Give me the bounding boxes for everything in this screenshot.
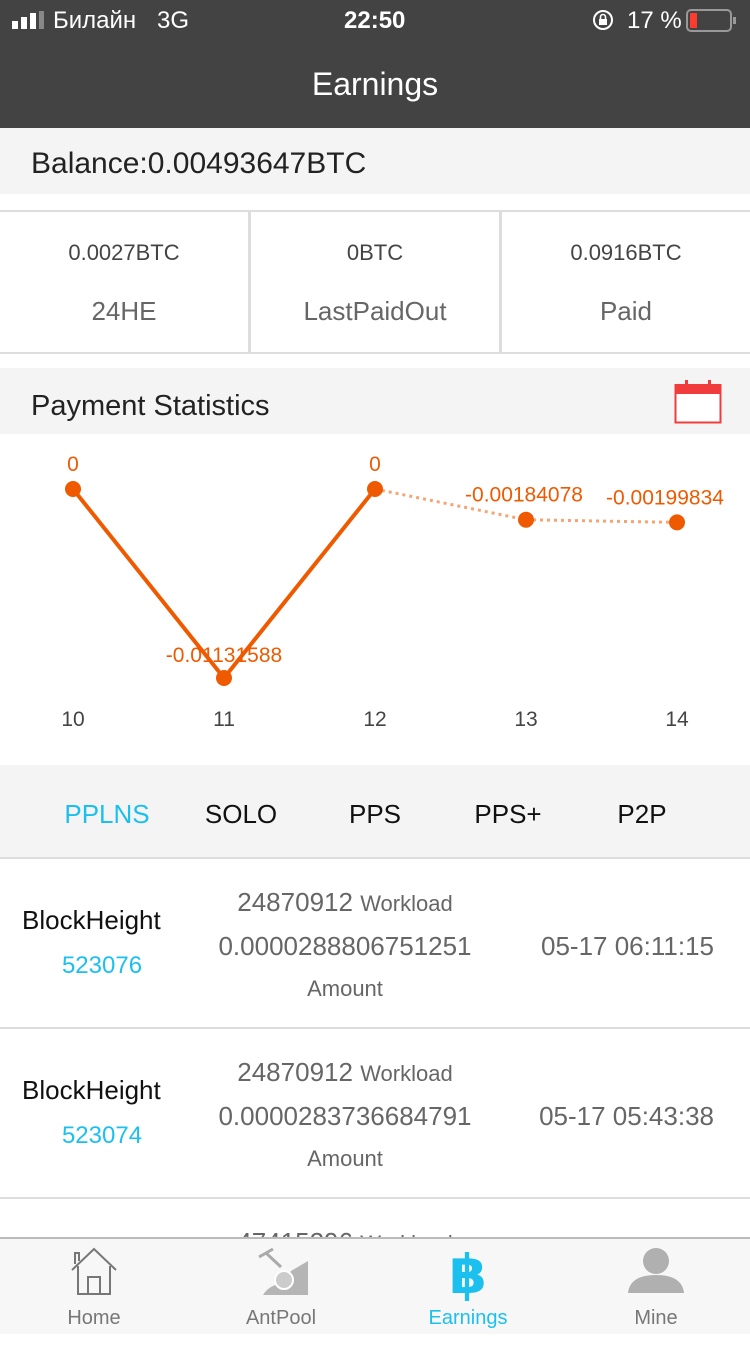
stat-value: 0BTC — [346, 240, 404, 265]
stat-label: Paid — [599, 296, 653, 326]
table-row[interactable]: BlockHeight 523076 24870912 Workload 0.0… — [0, 859, 750, 1029]
tabbar-earnings[interactable]: ฿ Earnings — [374, 1239, 562, 1336]
x-tick-label: 12 — [363, 708, 386, 731]
x-tick-label: 11 — [213, 708, 235, 731]
status-bar: Билайн 3G 22:50 17 % — [0, 0, 750, 40]
tabbar-label: Home — [67, 1307, 121, 1329]
tabbar-mine[interactable]: Mine — [562, 1239, 750, 1336]
data-point — [216, 670, 232, 686]
data-label: 0 — [67, 453, 79, 476]
page-title: Earnings — [0, 40, 750, 128]
stat-24he: 0.0027BTC 24HE — [0, 212, 251, 352]
battery-icon — [686, 9, 736, 32]
balance: Balance:0.00493647BTC — [0, 128, 750, 194]
amount-label: Amount — [307, 976, 383, 1001]
block-height-label: BlockHeight — [22, 905, 161, 935]
tabbar-label: AntPool — [245, 1307, 317, 1329]
payment-statistics-header: Payment Statistics — [0, 368, 750, 434]
timestamp: 05-17 06:11:15 — [541, 931, 714, 961]
series-line-segment — [222, 487, 377, 680]
user-icon — [628, 1248, 684, 1293]
tab-solo[interactable]: SOLO — [204, 799, 278, 829]
stat-lastpaidout: 0BTC LastPaidOut — [251, 212, 502, 352]
tab-pps[interactable]: PPS — [348, 799, 402, 829]
stat-label: LastPaidOut — [303, 296, 447, 326]
data-point — [518, 511, 534, 528]
workload-label: Workload — [360, 891, 453, 916]
workload: 24870912 Workload — [190, 887, 500, 918]
data-point — [669, 514, 685, 531]
tabbar-label: Earnings — [428, 1307, 508, 1329]
svg-text:฿: ฿ — [449, 1243, 487, 1301]
block-height-value[interactable]: 523076 — [61, 952, 143, 979]
workload-label: Workload — [360, 1061, 453, 1086]
block-height-label: BlockHeight — [22, 1075, 161, 1105]
workload-value: 24870912 — [237, 887, 353, 917]
payment-chart: 0 10 -0.01131588 11 0 12 -0.00184078 13 -0.00199… — [61, 453, 724, 731]
tabbar-antpool[interactable]: AntPool — [187, 1239, 375, 1336]
data-label: 0 — [369, 453, 381, 476]
bottom-tab-bar: Home AntPool ฿ Earnings Mine — [0, 1237, 750, 1334]
stat-label: 24HE — [91, 296, 157, 326]
network: 3G — [157, 7, 190, 34]
stats-panel: 0.0027BTC 24HE 0BTC LastPaidOut 0.0916BTC P… — [0, 210, 750, 354]
series-line-segment — [374, 487, 527, 522]
calendar-icon[interactable] — [674, 380, 722, 424]
bitcoin-icon: ฿ — [449, 1243, 487, 1301]
table-row[interactable]: BlockHeight 523074 24870912 Workload 0.0… — [0, 1029, 750, 1199]
workload-value: 24870912 — [237, 1057, 353, 1087]
tab-p2p[interactable]: P2P — [617, 799, 667, 829]
home-icon — [71, 1247, 117, 1295]
rotation-lock-icon — [593, 10, 613, 30]
tabbar-label: Mine — [634, 1307, 678, 1329]
x-tick-label: 13 — [514, 708, 537, 731]
series-line-segment — [71, 487, 226, 680]
data-point — [367, 481, 383, 497]
battery-percent: 17 % — [627, 7, 682, 34]
mining-icon — [258, 1247, 308, 1295]
amount-value: 0.0000288806751251 — [218, 931, 472, 961]
carrier: Билайн — [53, 7, 137, 34]
stat-value: 0.0027BTC — [68, 240, 180, 265]
clock: 22:50 — [344, 7, 406, 34]
block-height-value[interactable]: 523074 — [61, 1122, 143, 1149]
data-label: -0.00199834 — [606, 486, 724, 509]
signal-icon — [12, 11, 44, 29]
x-tick-label: 10 — [61, 708, 84, 731]
tab-pplns[interactable]: PPLNS — [64, 799, 150, 829]
data-label: -0.01131588 — [166, 644, 282, 667]
amount-label: Amount — [307, 1146, 383, 1171]
series-line-segment — [525, 518, 678, 524]
x-tick-label: 14 — [665, 708, 689, 731]
workload: 24870912 Workload — [190, 1057, 500, 1088]
data-label: -0.00184078 — [465, 484, 583, 507]
pool-type-tabs: PPLNS SOLO PPS PPS+ P2P — [0, 765, 750, 859]
timestamp: 05-17 05:43:38 — [539, 1101, 714, 1131]
amount-value: 0.0000283736684791 — [218, 1101, 472, 1131]
stat-value: 0.0916BTC — [570, 240, 682, 265]
tabbar-home[interactable]: Home — [0, 1239, 188, 1336]
tab-pps-plus[interactable]: PPS+ — [474, 799, 542, 829]
section-title: Payment Statistics — [31, 390, 270, 422]
stat-paid: 0.0916BTC Paid — [502, 212, 750, 352]
data-point — [65, 481, 81, 497]
